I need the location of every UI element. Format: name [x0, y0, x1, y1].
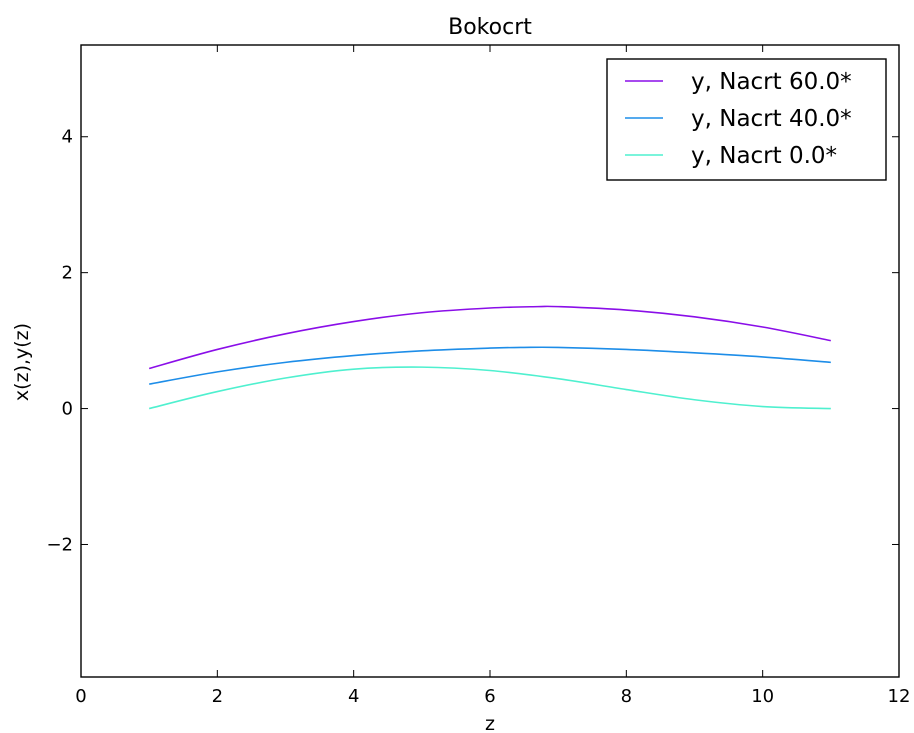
legend-box [606, 58, 887, 181]
y-tick-label: 0 [62, 399, 73, 420]
x-tick-label: 6 [484, 686, 495, 707]
y-tick-label: 2 [62, 263, 73, 284]
plot-area: 0 2 4 6 8 10 12 −2 0 2 4 [46, 44, 911, 707]
legend-label-2: y, Nacrt 40.0* [691, 106, 852, 132]
x-tick-label: 12 [888, 686, 911, 707]
x-tick-label: 8 [621, 686, 632, 707]
legend-label-1: y, Nacrt 60.0* [691, 69, 852, 95]
legend-label-3: y, Nacrt 0.0* [691, 143, 837, 169]
chart-title: Bokocrt [448, 15, 532, 40]
y-tick-label: −2 [46, 534, 73, 555]
x-tick-label: 0 [75, 686, 86, 707]
y-axis-label: x(z),y(z) [11, 323, 33, 401]
series-line-2 [149, 346, 831, 385]
legend: y, Nacrt 60.0* y, Nacrt 40.0* y, Nacrt 0.0… [606, 58, 887, 181]
y-tick-label: 4 [62, 127, 73, 148]
series-line-1 [148, 305, 831, 370]
x-tick-label: 10 [751, 686, 774, 707]
x-tick-label: 2 [212, 686, 223, 707]
x-axis-label: z [485, 713, 495, 733]
series-line-3 [148, 366, 831, 410]
x-tick-label: 4 [348, 686, 359, 707]
